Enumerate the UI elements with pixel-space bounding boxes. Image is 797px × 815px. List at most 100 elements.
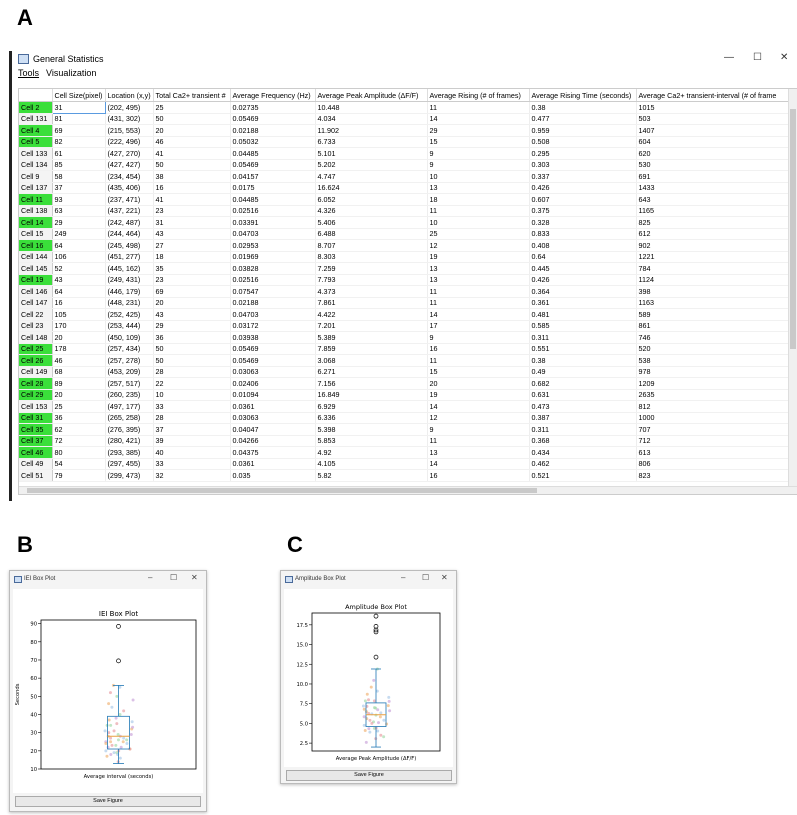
table-cell[interactable]: 43 (52, 274, 106, 286)
table-cell[interactable]: 861 (636, 320, 794, 332)
menu-visualization[interactable]: Visualization (46, 68, 97, 78)
table-cell[interactable]: 0.38 (529, 354, 637, 367)
table-cell[interactable]: 27 (153, 239, 231, 252)
table-cell[interactable]: 68 (52, 366, 106, 378)
table-cell[interactable]: 604 (636, 136, 794, 148)
table-cell[interactable]: 746 (636, 331, 794, 344)
table-cell[interactable]: 54 (52, 458, 106, 470)
table-cell[interactable]: 0.368 (529, 435, 637, 447)
table-cell[interactable]: 52 (52, 262, 106, 275)
table-cell[interactable]: 0.02735 (230, 101, 316, 114)
table-cell[interactable]: 6.052 (315, 193, 428, 206)
table-cell[interactable]: 16 (427, 469, 530, 482)
table-cell[interactable]: 43 (153, 308, 231, 321)
table-cell[interactable]: (427, 427) (105, 159, 154, 171)
table-cell[interactable]: 9 (427, 147, 530, 160)
table-cell[interactable]: 28 (153, 366, 231, 378)
table-cell[interactable]: (237, 471) (105, 193, 154, 206)
column-header[interactable] (19, 89, 53, 102)
table-cell[interactable]: (215, 553) (105, 124, 154, 137)
table-cell[interactable]: 41 (153, 147, 231, 160)
column-header[interactable]: Cell Size(pixel) (52, 89, 106, 102)
table-cell[interactable]: 0.04047 (230, 423, 316, 436)
table-cell[interactable]: (435, 406) (105, 182, 154, 194)
table-row[interactable]: Cell 15 249 (244, 464) 43 0.04703 6.488 25 0.83… (19, 228, 794, 240)
table-cell[interactable]: (260, 235) (105, 389, 154, 401)
table-cell[interactable]: 0.03063 (230, 412, 316, 424)
row-header-cell[interactable]: Cell 22 (19, 308, 53, 321)
table-cell[interactable]: 16 (153, 182, 231, 194)
table-cell[interactable]: 41 (153, 193, 231, 206)
table-cell[interactable]: 81 (52, 113, 106, 125)
table-cell[interactable]: (257, 434) (105, 343, 154, 355)
column-header[interactable]: Average Peak Amplitude (ΔF/F) (315, 89, 428, 102)
table-cell[interactable]: 25 (153, 101, 231, 114)
table-cell[interactable]: 612 (636, 228, 794, 240)
table-cell[interactable]: 0.364 (529, 285, 637, 298)
scroll-thumb[interactable] (27, 488, 537, 493)
table-row[interactable]: Cell 131 81 (431, 302) 50 0.05469 4.034 14 0.47… (19, 113, 794, 125)
table-cell[interactable]: 37 (52, 182, 106, 194)
table-cell[interactable]: 0.508 (529, 136, 637, 148)
table-cell[interactable]: 0.408 (529, 239, 637, 252)
table-cell[interactable]: 4.422 (315, 308, 428, 321)
table-cell[interactable]: (252, 425) (105, 308, 154, 321)
table-cell[interactable]: 64 (52, 239, 106, 252)
row-header-cell[interactable]: Cell 25 (19, 343, 53, 355)
table-cell[interactable]: 589 (636, 308, 794, 321)
table-cell[interactable]: 28 (153, 412, 231, 424)
row-header-cell[interactable]: Cell 31 (19, 412, 53, 424)
table-cell[interactable]: 0.03063 (230, 366, 316, 378)
table-cell[interactable]: 0.426 (529, 274, 637, 286)
table-cell[interactable]: (297, 455) (105, 458, 154, 470)
table-cell[interactable]: 0.477 (529, 113, 637, 125)
table-cell[interactable]: 0.0361 (230, 400, 316, 413)
table-cell[interactable]: 9 (427, 423, 530, 436)
table-cell[interactable]: (450, 109) (105, 331, 154, 344)
row-header-cell[interactable]: Cell 5 (19, 136, 53, 148)
table-cell[interactable]: 0.328 (529, 216, 637, 229)
row-header-cell[interactable]: Cell 29 (19, 389, 53, 401)
table-cell[interactable]: 9 (427, 159, 530, 171)
table-cell[interactable]: 1221 (636, 251, 794, 263)
table-cell[interactable]: 1165 (636, 205, 794, 217)
table-cell[interactable]: 4.92 (315, 446, 428, 459)
table-row[interactable]: Cell 51 79 (299, 473) 32 0.035 5.82 16 0.521 823 (19, 469, 794, 482)
table-cell[interactable]: 0.959 (529, 124, 637, 137)
table-cell[interactable]: 0.481 (529, 308, 637, 321)
table-cell[interactable]: 7.859 (315, 343, 428, 355)
table-cell[interactable]: 50 (153, 159, 231, 171)
table-row[interactable]: Cell 9 58 (234, 454) 38 0.04157 4.747 10 0.337 6… (19, 170, 794, 183)
table-cell[interactable]: (437, 221) (105, 205, 154, 217)
table-cell[interactable]: 6.488 (315, 228, 428, 240)
table-cell[interactable]: 4.105 (315, 458, 428, 470)
table-cell[interactable]: (446, 179) (105, 285, 154, 298)
table-cell[interactable]: 823 (636, 469, 794, 482)
table-cell[interactable]: 0.521 (529, 469, 637, 482)
table-cell[interactable]: 105 (52, 308, 106, 321)
table-cell[interactable]: 82 (52, 136, 106, 148)
table-row[interactable]: Cell 46 80 (293, 385) 40 0.04375 4.92 13 0.434 6… (19, 446, 794, 459)
row-header-cell[interactable]: Cell 131 (19, 113, 53, 125)
table-cell[interactable]: 538 (636, 354, 794, 367)
table-cell[interactable]: 0.49 (529, 366, 637, 378)
table-cell[interactable]: 22 (153, 377, 231, 390)
table-cell[interactable]: (276, 395) (105, 423, 154, 436)
table-cell[interactable]: 14 (427, 308, 530, 321)
table-cell[interactable]: 0.02516 (230, 274, 316, 286)
table-cell[interactable]: 89 (52, 377, 106, 390)
table-cell[interactable]: 5.82 (315, 469, 428, 482)
table-cell[interactable]: 5.853 (315, 435, 428, 447)
table-cell[interactable]: 20 (153, 297, 231, 309)
row-header-cell[interactable]: Cell 28 (19, 377, 53, 390)
table-row[interactable]: Cell 5 82 (222, 496) 46 0.05032 6.733 15 0.508 6… (19, 136, 794, 148)
row-header-cell[interactable]: Cell 23 (19, 320, 53, 332)
table-cell[interactable]: 0.05032 (230, 136, 316, 148)
table-cell[interactable]: 707 (636, 423, 794, 436)
table-cell[interactable]: 40 (153, 446, 231, 459)
table-cell[interactable]: 11.902 (315, 124, 428, 137)
close-button[interactable]: ✕ (780, 52, 789, 63)
table-cell[interactable]: 0.03828 (230, 262, 316, 275)
row-header-cell[interactable]: Cell 46 (19, 446, 53, 459)
table-cell[interactable]: 5.406 (315, 216, 428, 229)
